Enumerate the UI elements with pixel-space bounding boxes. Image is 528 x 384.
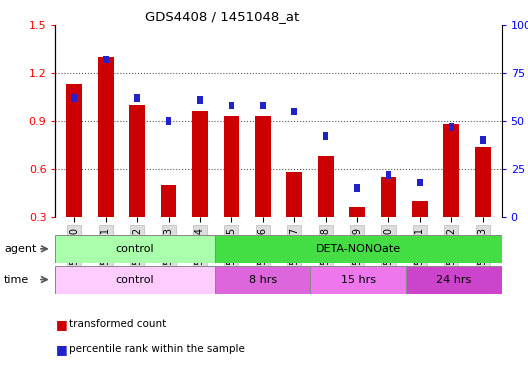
Text: DETA-NONOate: DETA-NONOate	[316, 244, 401, 254]
Bar	[385, 171, 391, 179]
Bar	[215, 266, 310, 294]
Bar	[197, 96, 203, 104]
Bar	[475, 147, 491, 217]
Bar	[55, 266, 215, 294]
Bar	[129, 105, 145, 217]
Text: control: control	[116, 244, 154, 254]
Text: 24 hrs: 24 hrs	[436, 275, 472, 285]
Bar	[192, 111, 208, 217]
Text: time: time	[4, 275, 30, 285]
Bar	[417, 179, 423, 186]
Text: control: control	[116, 275, 154, 285]
Bar	[286, 172, 302, 217]
Bar	[134, 94, 140, 102]
Bar	[349, 207, 365, 217]
Bar	[448, 123, 454, 131]
Bar	[444, 124, 459, 217]
Bar	[161, 185, 176, 217]
Bar	[291, 108, 297, 115]
Text: percentile rank within the sample: percentile rank within the sample	[69, 344, 244, 354]
Text: agent: agent	[4, 244, 36, 254]
Bar	[67, 84, 82, 217]
Bar	[354, 184, 360, 192]
Bar	[55, 235, 215, 263]
Bar	[71, 94, 77, 102]
Bar	[310, 266, 406, 294]
Bar	[318, 156, 334, 217]
Bar	[255, 116, 271, 217]
Text: ■: ■	[55, 343, 67, 356]
Bar	[381, 177, 397, 217]
Bar	[98, 57, 114, 217]
Text: ■: ■	[55, 318, 67, 331]
Bar	[229, 102, 234, 109]
Bar	[223, 116, 239, 217]
Bar	[260, 102, 266, 109]
Bar	[215, 235, 502, 263]
Bar	[323, 132, 328, 140]
Bar	[103, 56, 109, 63]
Bar	[166, 117, 172, 125]
Text: 15 hrs: 15 hrs	[341, 275, 376, 285]
Bar	[406, 266, 502, 294]
Text: 8 hrs: 8 hrs	[249, 275, 277, 285]
Bar	[480, 136, 486, 144]
Text: transformed count: transformed count	[69, 319, 166, 329]
Text: GDS4408 / 1451048_at: GDS4408 / 1451048_at	[145, 10, 299, 23]
Bar	[412, 201, 428, 217]
